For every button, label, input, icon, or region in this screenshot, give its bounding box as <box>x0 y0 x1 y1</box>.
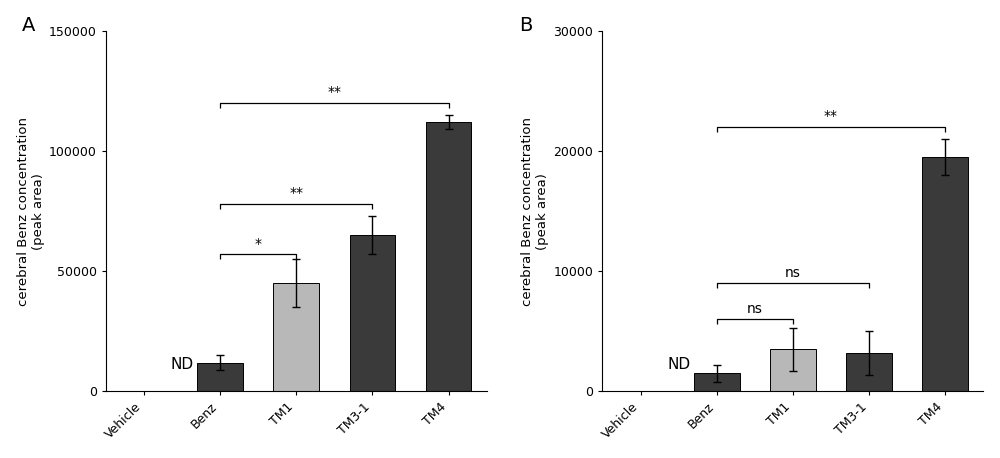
Text: ns: ns <box>747 302 763 316</box>
Text: ND: ND <box>170 357 193 372</box>
Text: **: ** <box>289 186 303 200</box>
Bar <box>922 157 968 392</box>
Bar <box>770 349 816 392</box>
Text: **: ** <box>327 85 341 99</box>
Text: A: A <box>22 16 35 35</box>
Bar <box>273 283 319 392</box>
Text: ns: ns <box>785 266 801 279</box>
Text: *: * <box>255 237 262 251</box>
Bar <box>350 235 395 392</box>
Bar <box>694 373 740 392</box>
Text: B: B <box>519 16 532 35</box>
Bar <box>426 122 471 392</box>
Text: ND: ND <box>667 357 690 372</box>
Bar <box>846 353 892 392</box>
Bar <box>197 363 243 392</box>
Y-axis label: cerebral Benz concentration
(peak area): cerebral Benz concentration (peak area) <box>521 117 549 305</box>
Y-axis label: cerebral Benz concentration
(peak area): cerebral Benz concentration (peak area) <box>17 117 45 305</box>
Text: **: ** <box>824 109 838 123</box>
